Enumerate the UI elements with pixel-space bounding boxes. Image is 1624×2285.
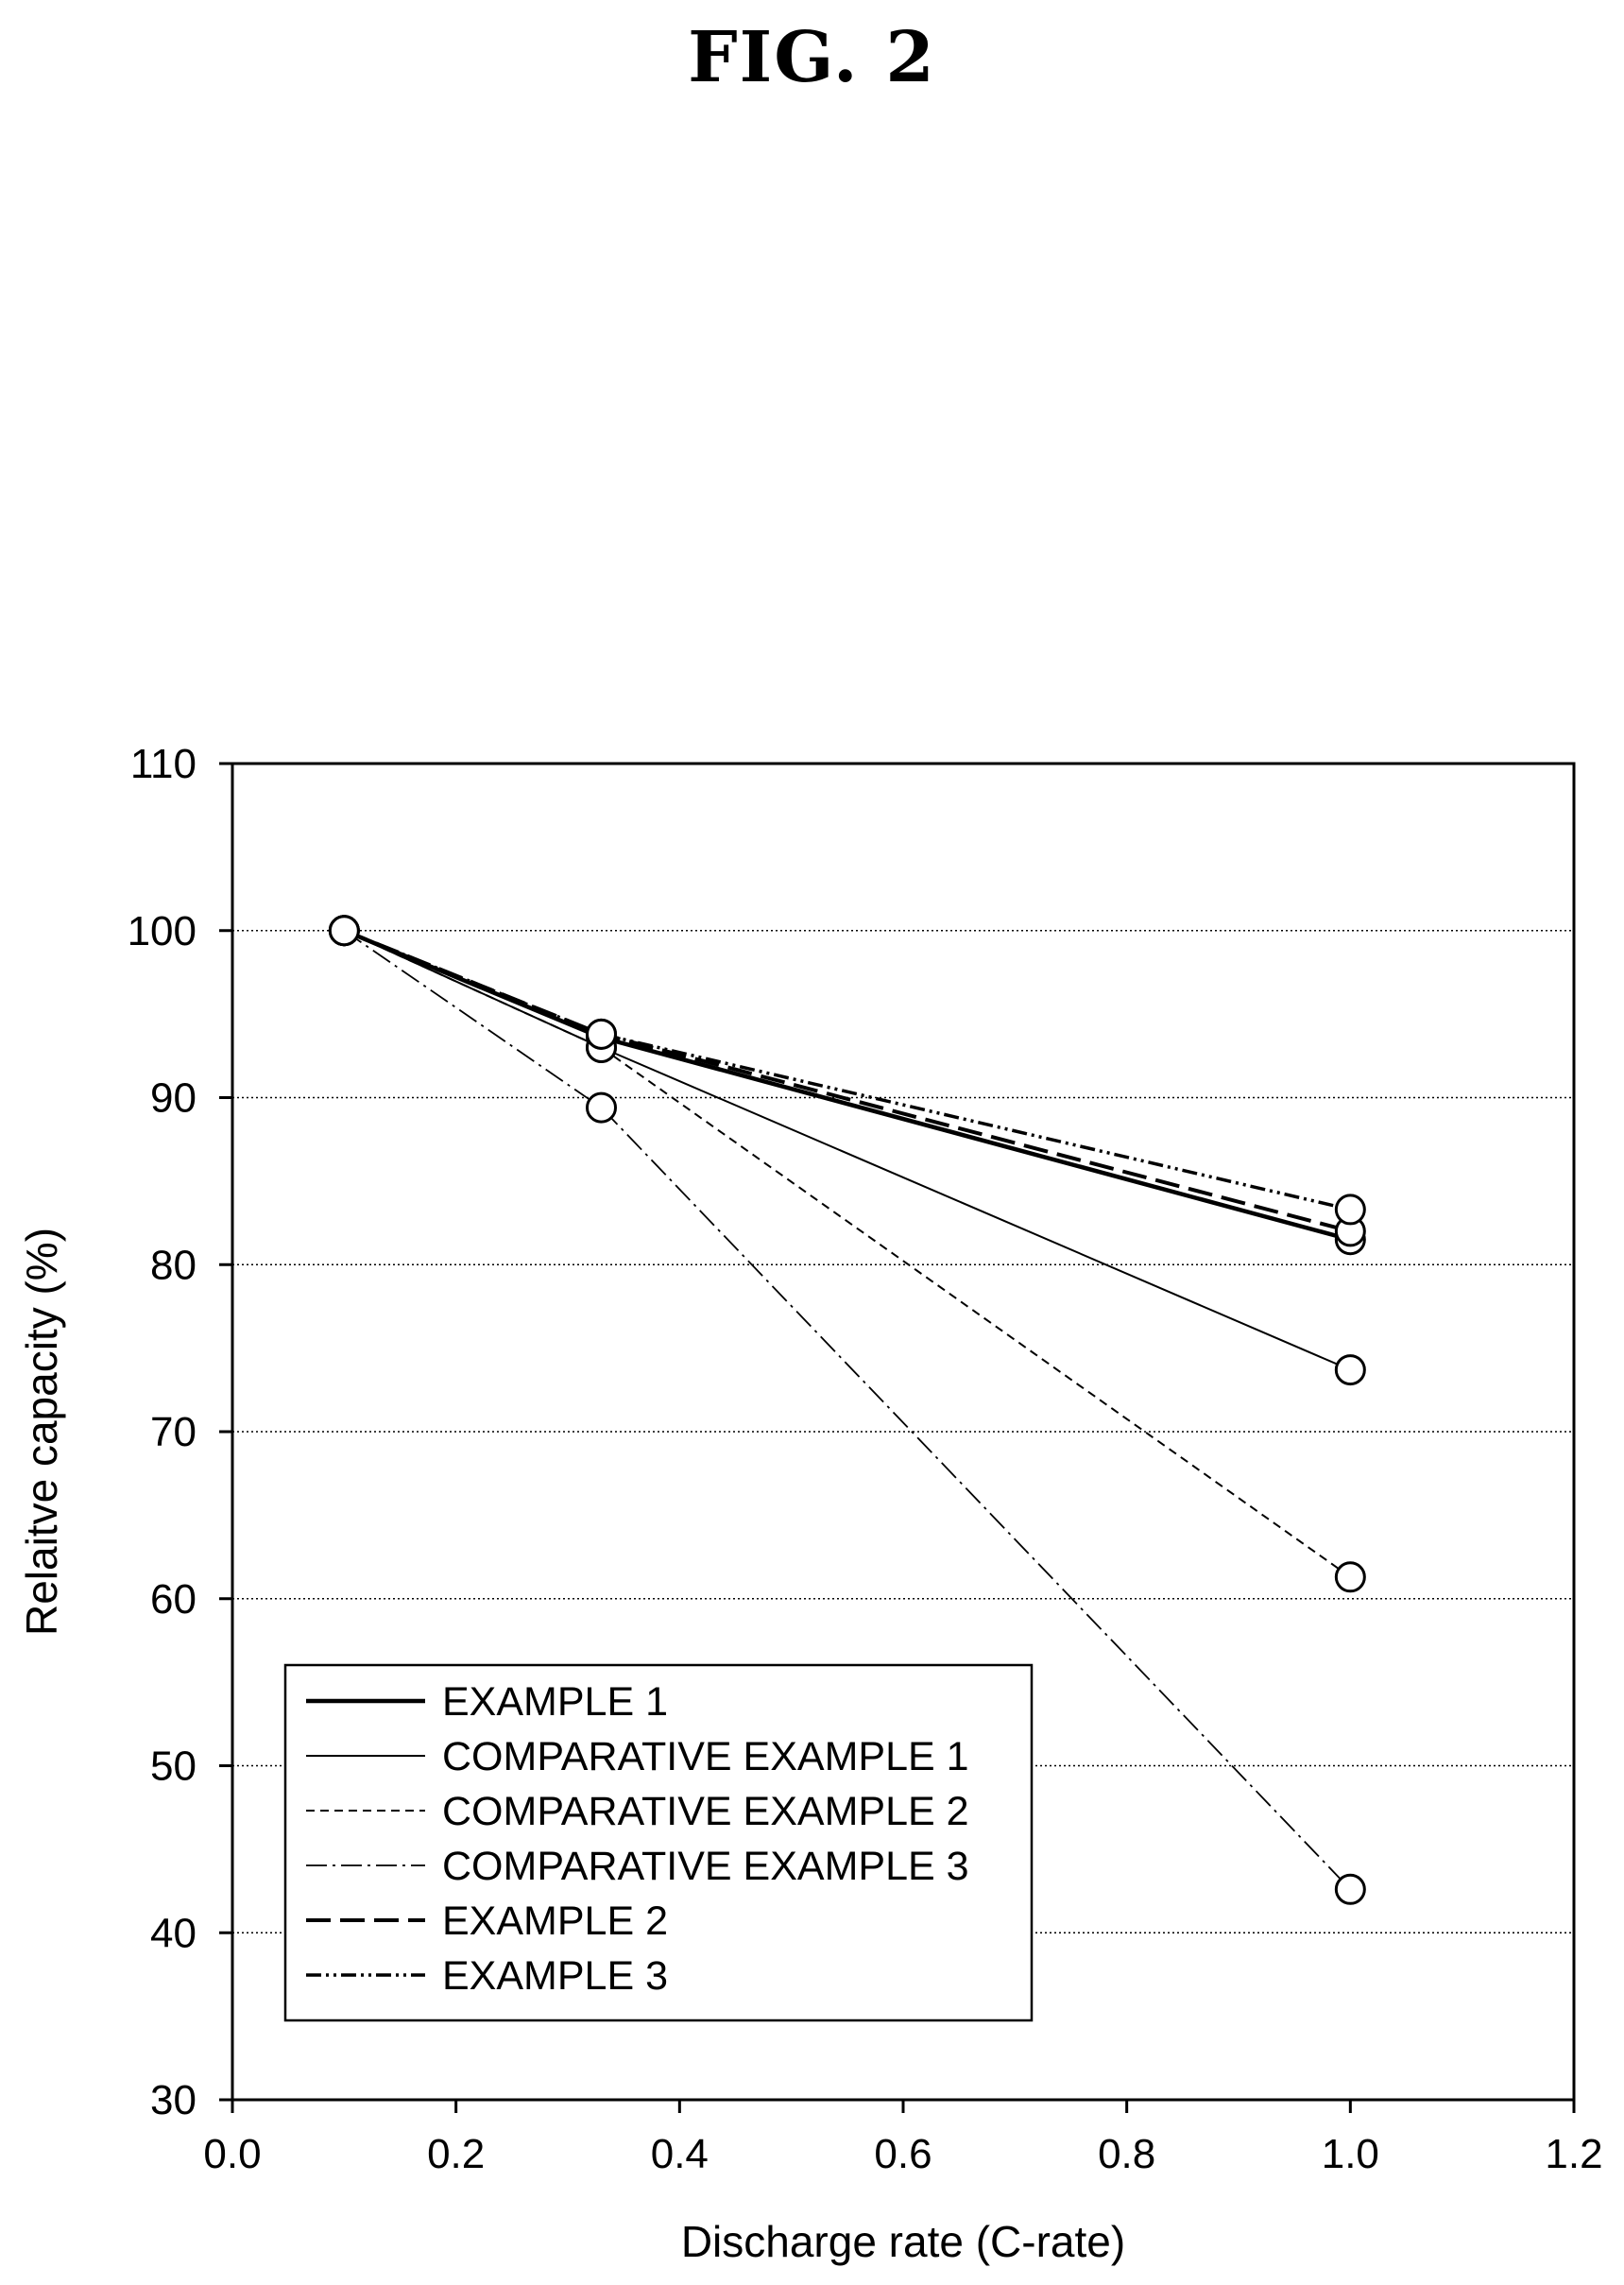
y-axis-label: Relaitve capacity (%) [17,1228,66,1636]
y-tick-label: 30 [150,2077,197,2123]
x-tick-label: 0.2 [427,2131,485,2177]
series-line-3 [343,929,1351,1578]
x-tick-label: 0.6 [874,2131,932,2177]
y-tick-label: 40 [150,1910,197,1956]
y-tick-label: 60 [150,1576,197,1623]
y-tick-label: 110 [130,741,197,787]
data-point-s6-p3 [1334,1194,1366,1226]
data-point-s3-p3 [1334,1561,1366,1593]
series-line-5 [343,928,1351,1233]
series-line-2 [343,929,1351,1371]
legend-label-2: COMPARATIVE EXAMPLE 1 [442,1734,969,1779]
legend: EXAMPLE 1 COMPARATIVE EXAMPLE 1 COMPARATIV… [283,1663,1034,2022]
y-tick-label: 70 [150,1409,197,1455]
y-tick-label: 50 [150,1744,197,1790]
series-line-4 [343,930,1351,1890]
legend-label-3: COMPARATIVE EXAMPLE 2 [442,1789,969,1834]
x-tick-label: 1.0 [1322,2131,1379,2177]
x-tick-label: 1.2 [1545,2131,1602,2177]
legend-label-1: EXAMPLE 1 [442,1679,668,1725]
data-markers [328,915,1366,1905]
axis-ticks: 30 40 50 60 70 80 90 100 110 0.0 0.2 0.4 0.6 0.8 1.0 1.… [128,741,1603,2177]
data-point-s4-p3 [1334,1873,1366,1905]
y-tick-label: 100 [128,908,197,954]
data-point-s2-p3 [1334,1354,1366,1386]
figure-title: FIG. 2 [688,17,936,98]
x-axis-label: Discharge rate (C-rate) [681,2217,1125,2266]
data-point-s6-p1 [328,915,360,947]
y-tick-label: 80 [150,1242,197,1288]
x-tick-label: 0.4 [651,2131,709,2177]
data-point-s4-p2 [586,1091,617,1124]
x-tick-label: 0.0 [203,2131,261,2177]
legend-label-4: COMPARATIVE EXAMPLE 3 [442,1844,969,1889]
legend-label-5: EXAMPLE 2 [442,1898,668,1944]
legend-box [283,1663,1034,2022]
series-line-6 [343,929,1351,1211]
x-tick-label: 0.8 [1098,2131,1155,2177]
legend-label-6: EXAMPLE 3 [442,1953,668,1999]
y-tick-label: 90 [150,1075,197,1122]
data-point-s6-p2 [586,1018,617,1050]
